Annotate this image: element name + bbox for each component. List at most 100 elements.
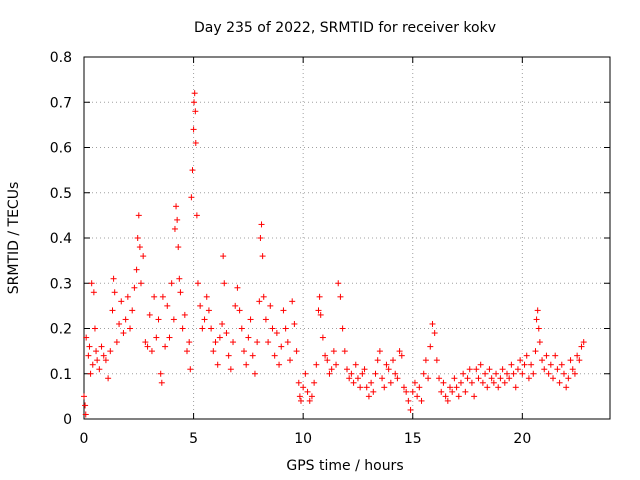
data-point (457, 379, 464, 386)
data-point (296, 393, 303, 400)
data-point (282, 325, 289, 332)
data-point (578, 343, 585, 350)
data-point (236, 307, 243, 314)
data-point (271, 352, 278, 359)
y-tick-label: 0.8 (50, 50, 72, 66)
data-point (276, 361, 283, 368)
data-point (451, 375, 458, 382)
data-point (162, 343, 169, 350)
data-point (330, 348, 337, 355)
data-point (517, 357, 524, 364)
data-point (190, 126, 197, 133)
data-point (427, 343, 434, 350)
data-point (525, 375, 532, 382)
data-point (539, 357, 546, 364)
data-points (81, 90, 587, 418)
data-point (302, 370, 309, 377)
data-point (164, 302, 171, 309)
data-point (203, 293, 210, 300)
data-point (442, 393, 449, 400)
data-point (291, 320, 298, 327)
data-point (438, 388, 445, 395)
data-point (306, 397, 313, 404)
data-point (475, 375, 482, 382)
data-point (444, 397, 451, 404)
data-point (249, 352, 256, 359)
data-point (188, 194, 195, 201)
data-point (436, 375, 443, 382)
data-point (324, 357, 331, 364)
data-point (431, 330, 438, 337)
data-point (381, 384, 388, 391)
data-point (508, 361, 515, 368)
data-point (184, 348, 191, 355)
data-point (368, 379, 375, 386)
data-point (258, 221, 265, 228)
data-point (400, 384, 407, 391)
data-point (201, 316, 208, 323)
data-point (383, 361, 390, 368)
data-point (100, 352, 107, 359)
y-tick-label: 0 (63, 412, 72, 428)
data-point (405, 397, 412, 404)
data-point (374, 357, 381, 364)
data-point (462, 388, 469, 395)
data-point (199, 325, 206, 332)
data-point (350, 379, 357, 386)
data-point (580, 339, 587, 346)
data-point (134, 235, 141, 241)
y-tick-label: 0.6 (50, 141, 72, 157)
data-point (533, 316, 540, 323)
data-point (521, 361, 528, 368)
data-point (341, 348, 348, 355)
data-point (558, 361, 565, 368)
data-point (477, 361, 484, 368)
data-point (151, 293, 158, 300)
data-point (267, 302, 274, 309)
data-point (257, 235, 264, 241)
data-point (317, 311, 324, 318)
data-point (547, 361, 554, 368)
data-point (109, 307, 116, 314)
data-point (269, 325, 276, 332)
data-point (339, 325, 346, 332)
data-point (107, 348, 114, 355)
data-point (552, 352, 559, 359)
data-point (289, 298, 296, 305)
y-tick-label: 0.5 (50, 186, 72, 202)
data-point (359, 370, 366, 377)
data-point (205, 307, 212, 314)
data-point (411, 379, 418, 386)
data-point (146, 311, 153, 318)
data-point (295, 379, 302, 386)
data-point (118, 298, 125, 305)
data-point (376, 348, 383, 355)
data-point (352, 361, 359, 368)
data-point (159, 293, 166, 300)
data-point (495, 384, 502, 391)
data-point (221, 280, 228, 287)
data-point (414, 393, 421, 400)
data-point (260, 293, 267, 300)
data-point (192, 139, 199, 146)
data-point (89, 361, 96, 368)
data-point (280, 307, 287, 314)
data-point (87, 370, 94, 377)
data-point (354, 375, 361, 382)
x-tick-label: 20 (513, 431, 531, 447)
data-point (560, 370, 567, 377)
data-point (567, 357, 574, 364)
data-point (337, 293, 344, 300)
data-point (223, 330, 230, 337)
data-point (287, 357, 294, 364)
data-point (189, 167, 196, 174)
data-point (232, 302, 239, 309)
data-point (96, 366, 103, 373)
data-point (493, 370, 500, 377)
data-point (142, 339, 149, 346)
data-point (387, 379, 394, 386)
data-point (137, 280, 144, 287)
data-point (308, 393, 315, 400)
data-point (530, 370, 537, 377)
data-point (497, 375, 504, 382)
